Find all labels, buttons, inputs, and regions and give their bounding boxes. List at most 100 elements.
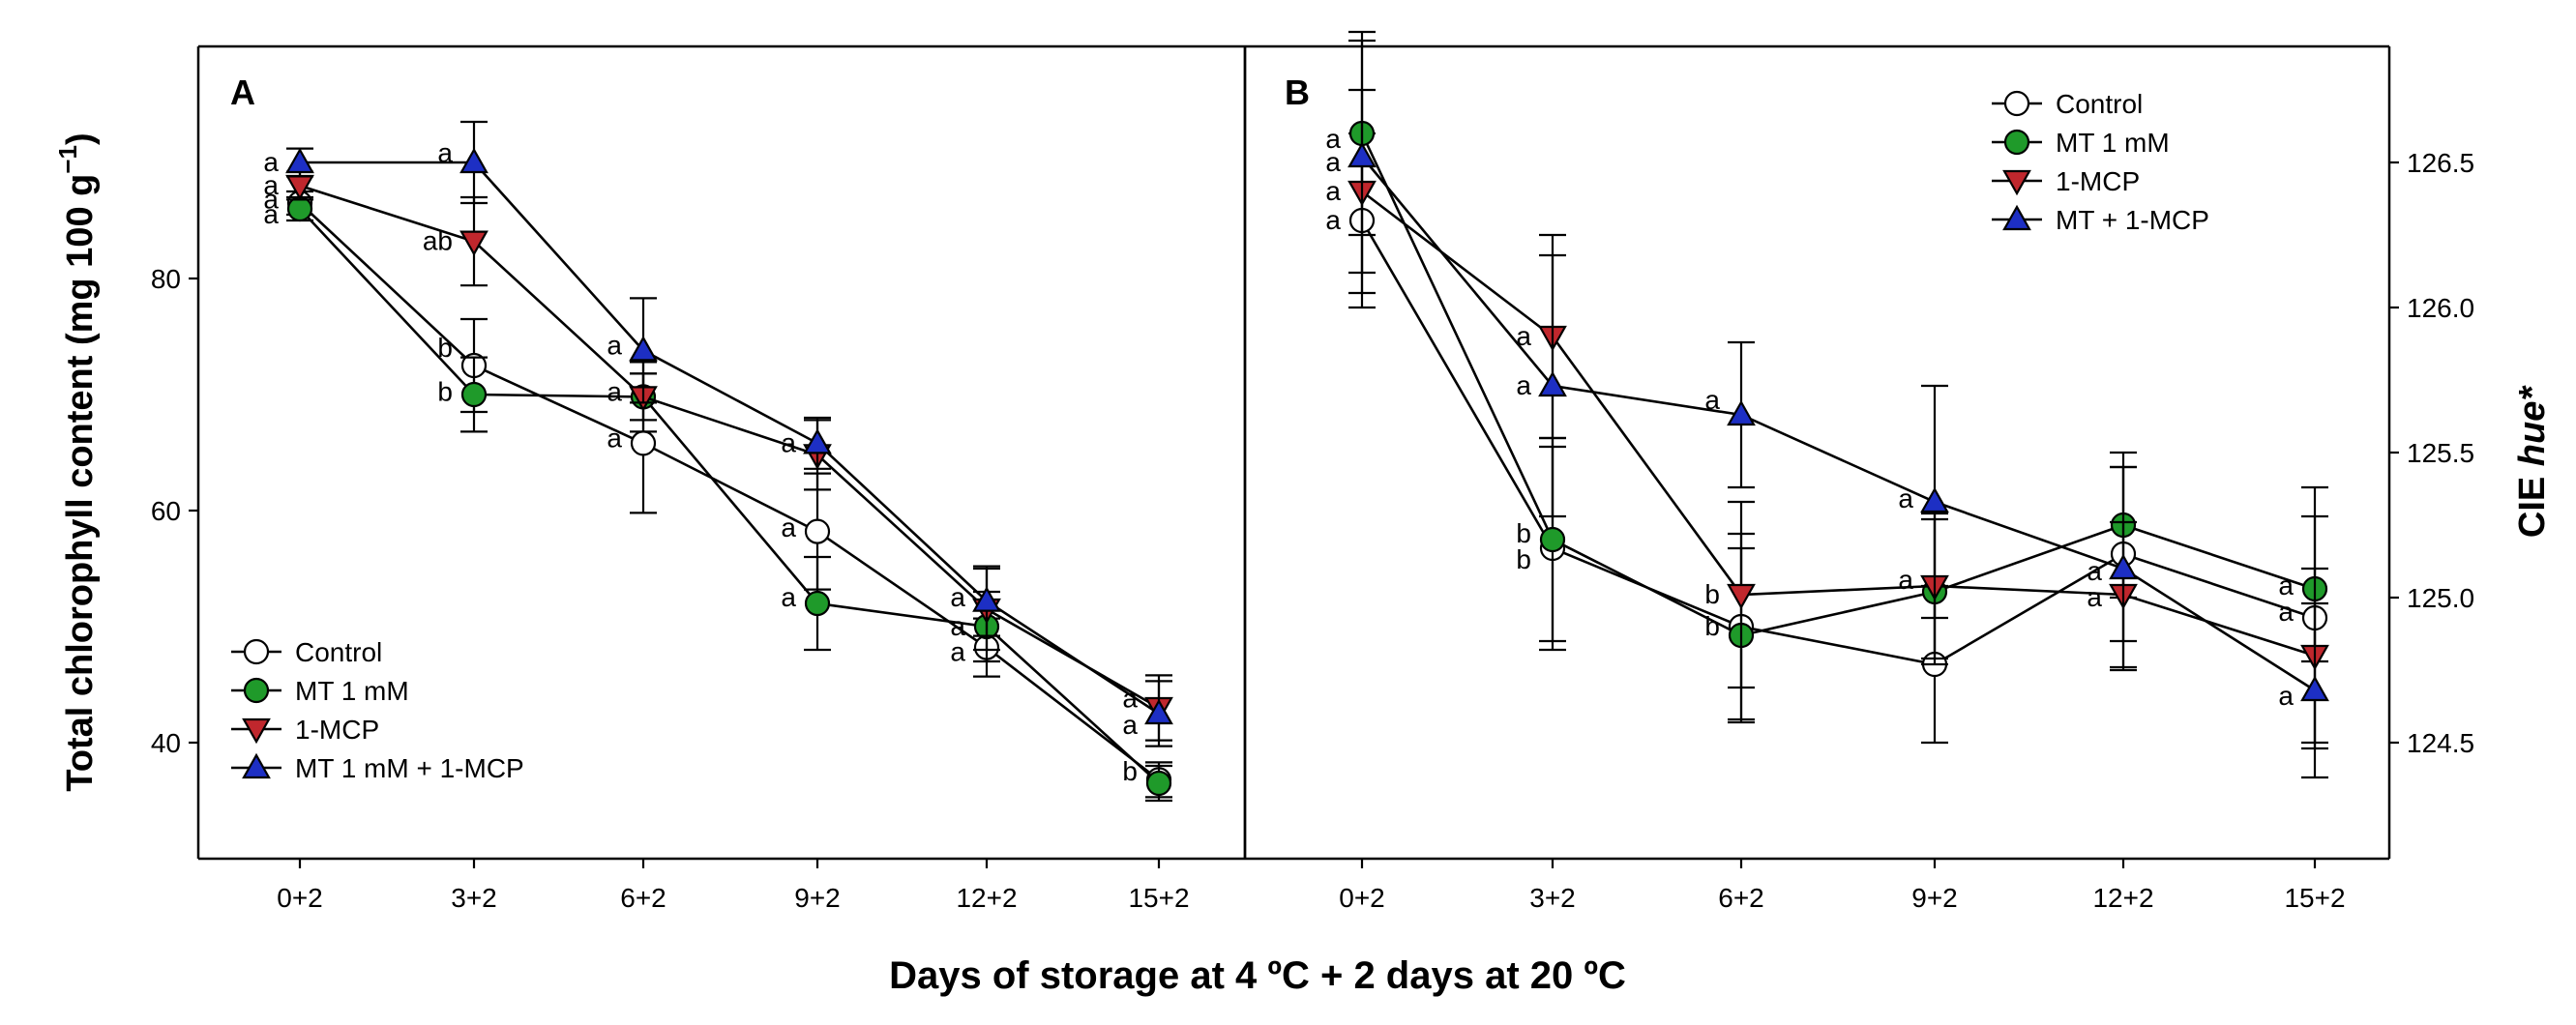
panel-a-significance-letter: a	[781, 427, 796, 457]
panel-a-significance-letter: a	[950, 636, 965, 666]
panel-b-x-tick-label: 12+2	[2092, 883, 2153, 913]
panel-a-significance-letter: b	[1122, 756, 1138, 786]
panel-a-series-control-point	[804, 518, 831, 544]
panel-a-significance-letter: a	[607, 424, 622, 454]
panel-b-legend-marker	[2003, 129, 2030, 156]
panel-a-y-tick-label: 40	[151, 728, 181, 758]
panel-a-series-1-mcp-line	[299, 184, 1160, 710]
panel-a-label: A	[230, 73, 255, 112]
panel-b-series-mt-1-mm-line	[1360, 132, 2316, 637]
panel-b-series-mt-1-mcp-point	[2109, 553, 2138, 580]
panel-a-significance-letter: a	[1122, 710, 1138, 740]
panel-a-significance-letter: a	[263, 170, 279, 200]
panel-b-legend-label: MT 1 mM	[2056, 128, 2170, 158]
panel-a-series-mt-1-mm-1-mcp-point	[972, 586, 1001, 612]
panel-b-y-tick-label: 125.0	[2407, 583, 2474, 613]
panel-b-significance-letter: a	[1325, 124, 1341, 154]
panel-a-series-mt-1-mm-1-mcp-point	[629, 336, 658, 362]
panel-b-y-tick-label: 125.5	[2407, 438, 2474, 468]
panel-b-significance-letter: b	[1516, 544, 1531, 574]
panel-a-series-mt-1-mm-1-mcp-line	[300, 161, 1160, 716]
panel-a-legend-marker	[243, 638, 270, 665]
panel-b-series-mt-1-mcp-line	[1361, 156, 2316, 692]
panel-b-x-tick-label: 6+2	[1718, 883, 1764, 913]
panel-a-series-mt-1-mm-1-mcp-point	[1144, 698, 1173, 725]
panel-a-series-mt-1-mm-point	[804, 590, 831, 617]
panel-b-significance-letter: b	[1704, 611, 1720, 641]
panel-a-legend-marker	[242, 752, 271, 779]
panel-b-significance-letter: a	[2087, 556, 2102, 586]
panel-b-significance-letter: a	[1898, 483, 1913, 513]
panel-b-x-tick-label: 3+2	[1529, 883, 1576, 913]
panel-a-series-mt-1-mm-1-mcp-point	[285, 147, 314, 174]
panel-a-series-mt-1-mm-1-mcp-point	[803, 428, 832, 454]
x-axis-title: Days of storage at 4 ºC + 2 days at 20 º…	[889, 954, 1626, 997]
panel-b-series-mt-1-mcp-point	[1347, 141, 1377, 168]
panel-a-significance-letter: a	[950, 582, 965, 612]
panel-b-significance-letter: b	[1516, 518, 1531, 548]
panel-a-x-tick-label: 0+2	[277, 883, 323, 913]
panel-a-x-tick-label: 15+2	[1128, 883, 1189, 913]
panel-a-x-tick-label: 12+2	[956, 883, 1017, 913]
panel-a-series-mt-1-mm-point	[460, 381, 488, 408]
panel-a-significance-letter: a	[950, 611, 965, 641]
panel-b-significance-letter: a	[2278, 681, 2294, 711]
panel-b-y-axis-label: CIE hue*	[2512, 385, 2553, 538]
panel-b-legend-marker	[2003, 90, 2030, 117]
panel-b-significance-letter: a	[1516, 321, 1531, 351]
panel-a-series-control-line	[299, 202, 1160, 781]
panel-a-series-control-point	[630, 430, 657, 456]
panel-b-significance-letter: a	[1325, 147, 1341, 177]
panel-b-y-tick-label: 126.0	[2407, 293, 2474, 323]
panel-a-significance-letter: a	[781, 582, 796, 612]
panel-a-x-tick-label: 3+2	[451, 883, 497, 913]
panel-b: B 0+2 3+2 6+2 9+2 12+2 15+2 124.5 125.0 125.5 126…	[1243, 30, 2553, 913]
panel-b-series-mt-1-mm-point	[1539, 526, 1566, 553]
panel-a-significance-letter: b	[437, 333, 453, 363]
panel-a-y-tick-label: 60	[151, 496, 181, 526]
panel-a-legend-marker	[242, 718, 271, 745]
panel-a-y-tick-label: 80	[151, 264, 181, 294]
panel-b-series-1-mcp-point	[1727, 583, 1756, 610]
panel-a-significance-letter: ab	[423, 226, 453, 256]
panel-b-significance-letter: a	[1325, 205, 1341, 235]
panel-a-series-mt-1-mm-point	[286, 195, 313, 222]
panel-a-legend-label: MT 1 mM	[295, 676, 409, 706]
panel-b-significance-letter: a	[2278, 597, 2294, 627]
panel-b-significance-letter: a	[2087, 582, 2102, 612]
panel-b-series-control-line	[1360, 220, 2316, 666]
panel-a-x-tick-label: 6+2	[620, 883, 666, 913]
panel-a-series-1-mcp-point	[459, 230, 489, 256]
panel-b-series-mt-1-mcp-point	[2300, 675, 2329, 702]
panel-a-significance-letter: a	[1122, 683, 1138, 713]
panel-a-legend: Control MT 1 mM 1-MCP MT 1 mM + 1-MCP	[231, 637, 524, 783]
panel-a-y-axis-label: Total chlorophyll content (mg 100 g−1)	[53, 132, 101, 791]
panel-a-significance-letter: a	[607, 377, 622, 407]
panel-a-significance-letter: a	[437, 137, 453, 167]
panel-a-significance-letter: a	[263, 199, 279, 229]
panel-a-significance-letter: a	[781, 512, 796, 542]
panel-b-significance-letter: a	[1898, 565, 1913, 595]
panel-b-series-mt-1-mcp-point	[1727, 399, 1756, 426]
panel-b-significance-letter: b	[1704, 579, 1720, 609]
panel-b-legend: Control MT 1 mM 1-MCP MT + 1-MCP	[1992, 89, 2209, 235]
panel-b-x-tick-label: 0+2	[1339, 883, 1385, 913]
panel-a-series-mt-1-mm-line	[299, 208, 1160, 784]
panel-a-legend-label: MT 1 mM + 1-MCP	[295, 753, 524, 783]
panel-a-legend-label: Control	[295, 637, 382, 667]
panel-a-series-mt-1-mm-1-mcp-point	[459, 147, 489, 174]
panel-b-x-tick-label: 9+2	[1911, 883, 1958, 913]
panel-b-legend-marker	[2002, 169, 2031, 196]
panel-a-legend-marker	[243, 677, 270, 704]
panel-a: A 0+2 3+2 6+2 9+2 12+2 15+2406080aaaaaabbbaaa…	[53, 44, 1247, 913]
panel-b-y-tick-label: 126.5	[2407, 148, 2474, 178]
panel-b-series-1-mcp-line	[1361, 190, 2316, 658]
panel-b-series-mt-1-mcp-point	[1538, 370, 1567, 397]
panel-b-significance-letter: a	[2278, 571, 2294, 600]
panel-b-x-tick-label: 15+2	[2284, 883, 2345, 913]
panel-b-significance-letter: a	[1704, 385, 1720, 415]
panel-b-legend-label: 1-MCP	[2056, 166, 2140, 196]
panel-a-x-tick-label: 9+2	[794, 883, 841, 913]
panel-a-legend-label: 1-MCP	[295, 715, 379, 745]
